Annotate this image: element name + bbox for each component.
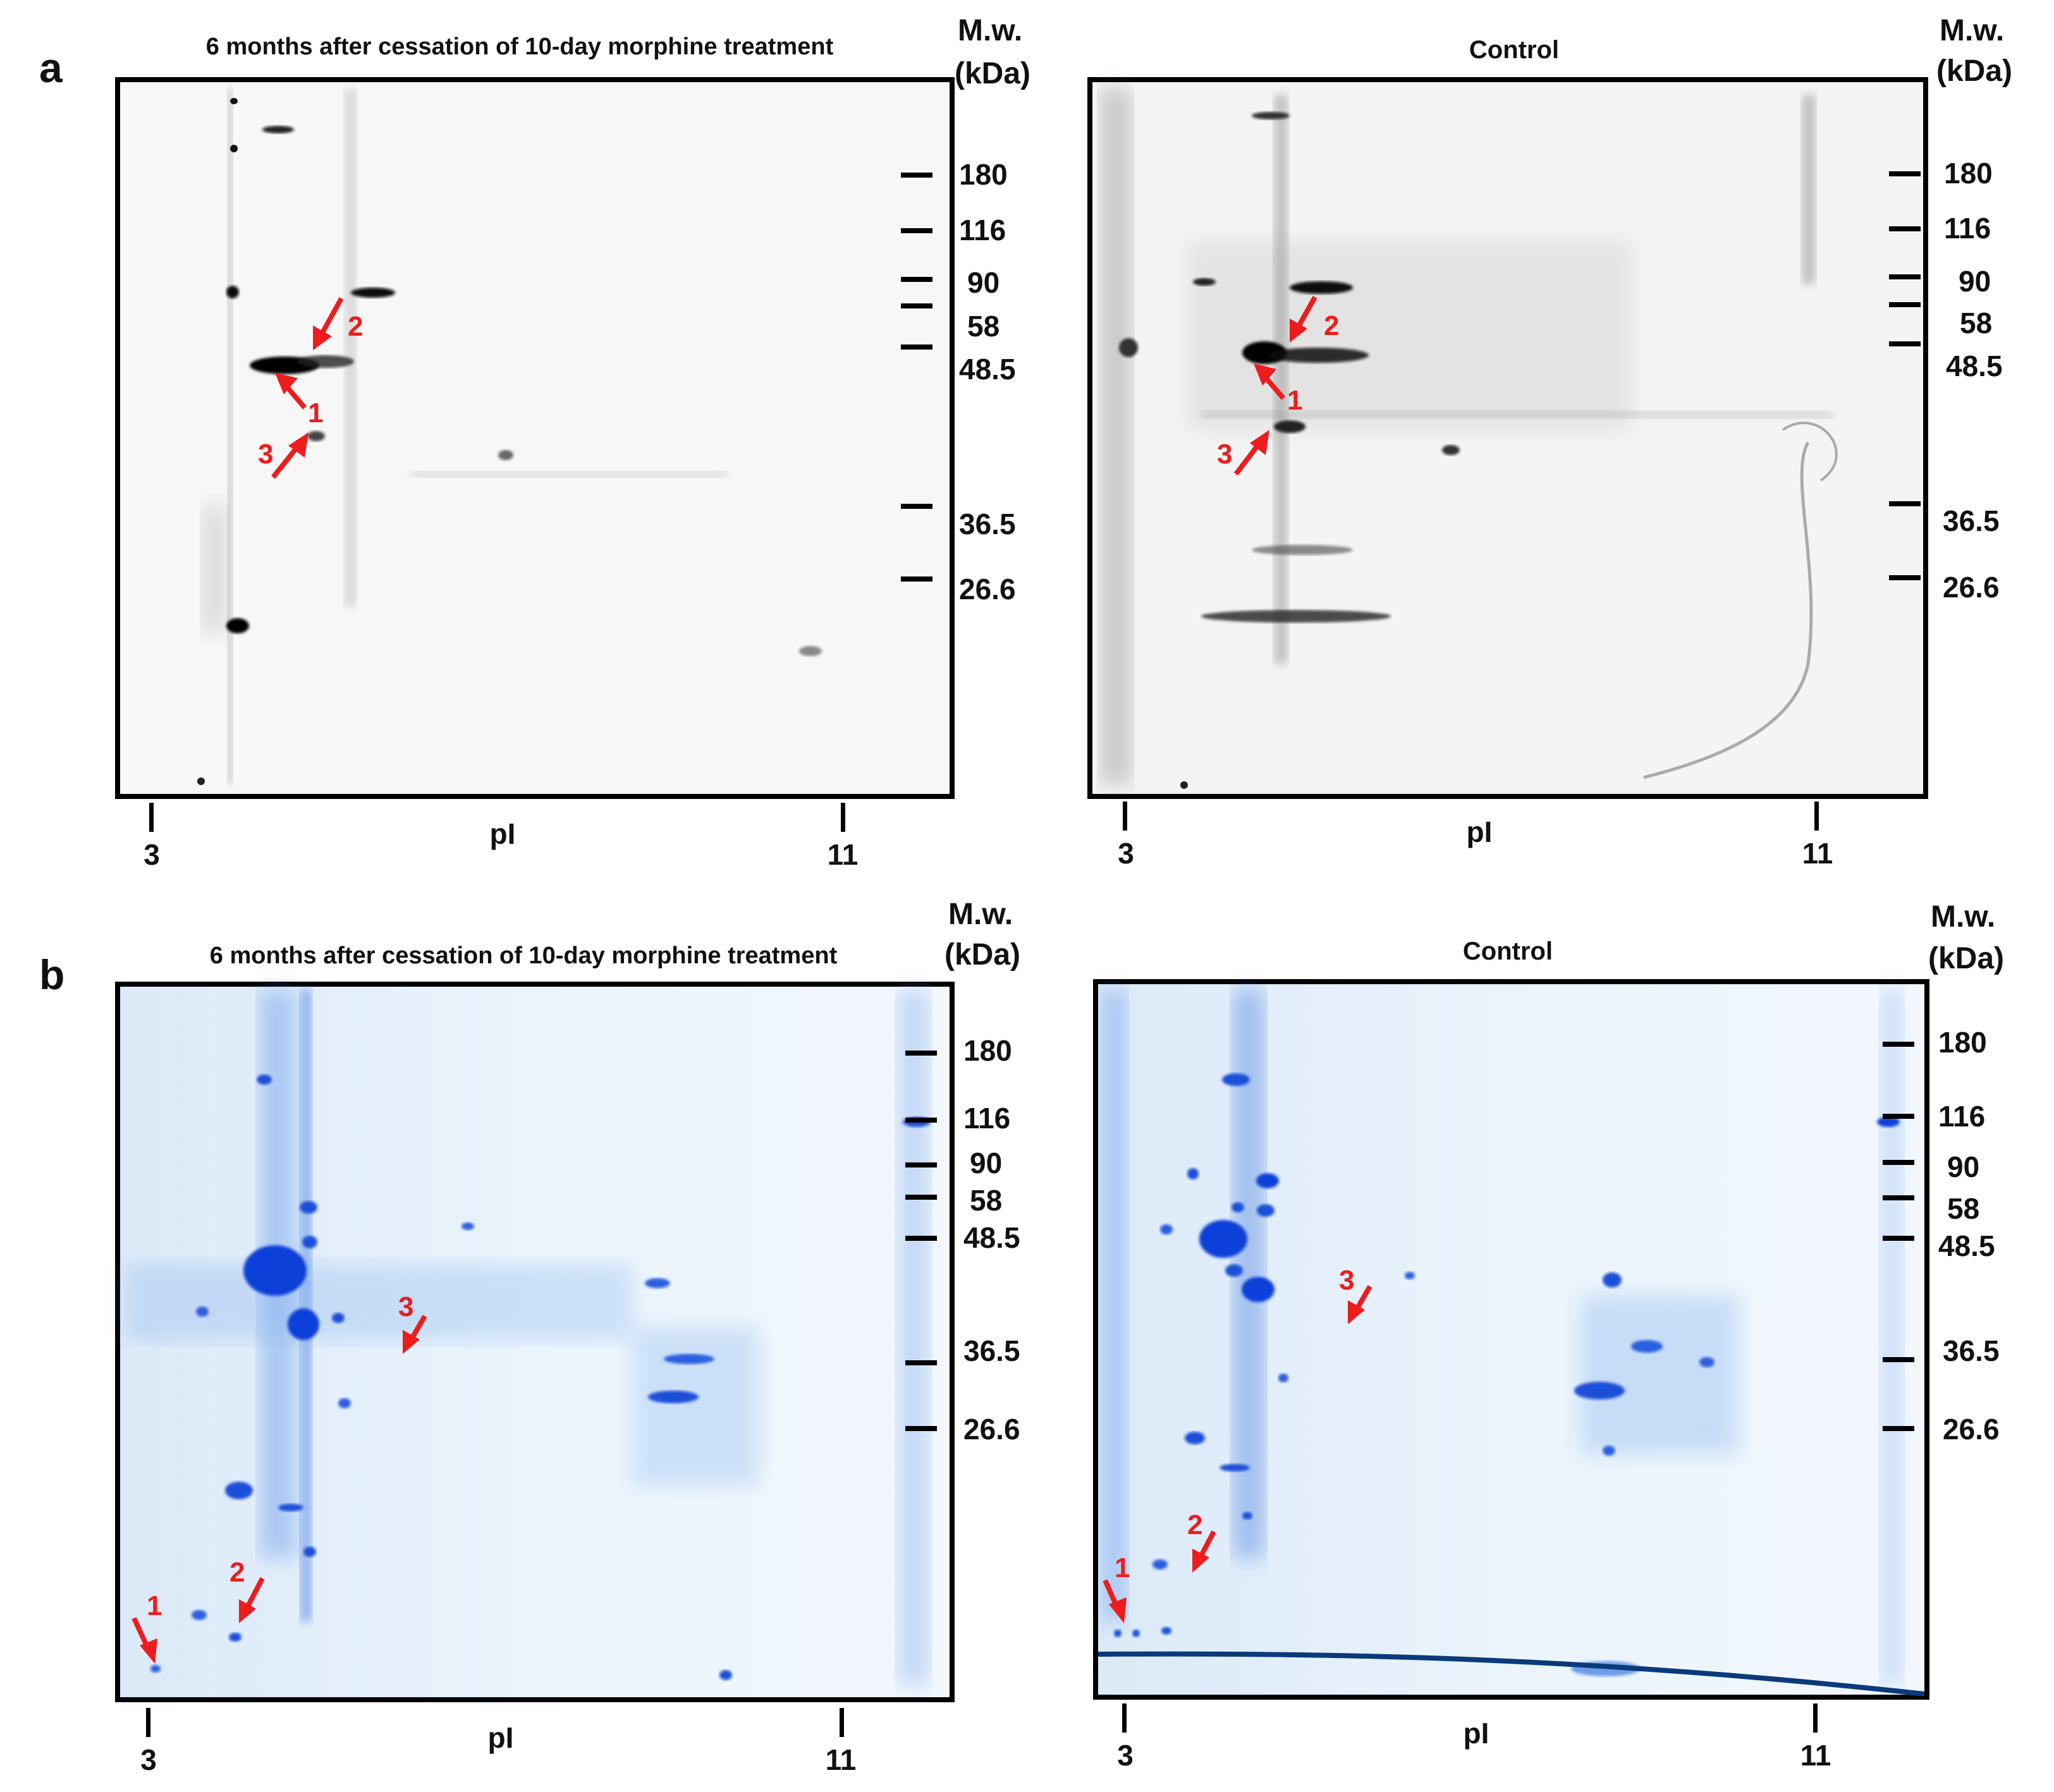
svg-text:26.6: 26.6 bbox=[1943, 571, 2000, 604]
svg-text:M.w.: M.w. bbox=[1940, 14, 2004, 47]
svg-text:26.6: 26.6 bbox=[959, 573, 1016, 606]
protein-spots bbox=[197, 88, 822, 785]
svg-text:90: 90 bbox=[1947, 1150, 1979, 1183]
protein-spots bbox=[126, 989, 931, 1685]
svg-text:48.5: 48.5 bbox=[959, 353, 1016, 386]
svg-text:36.5: 36.5 bbox=[1943, 504, 2000, 537]
red-arrows: 3 2 1 bbox=[131, 1291, 427, 1664]
svg-text:180: 180 bbox=[1944, 157, 1993, 190]
svg-text:116: 116 bbox=[959, 214, 1006, 247]
svg-text:36.5: 36.5 bbox=[959, 508, 1016, 540]
panel-letter-b: b bbox=[39, 951, 64, 998]
svg-text:116: 116 bbox=[963, 1102, 1010, 1135]
svg-text:1: 1 bbox=[308, 398, 323, 429]
svg-text:58: 58 bbox=[1947, 1192, 1979, 1225]
svg-text:11: 11 bbox=[826, 1743, 857, 1776]
mw-heading: M.w. (kDa) bbox=[1936, 14, 2012, 88]
svg-text:90: 90 bbox=[967, 266, 999, 299]
mw-heading: M.w. (kDa) bbox=[955, 14, 1030, 90]
gel-a-left: 6 months after cessation of 10-day morph… bbox=[115, 14, 1030, 871]
svg-text:36.5: 36.5 bbox=[1943, 1334, 2000, 1367]
svg-text:pI: pI bbox=[1464, 1717, 1489, 1750]
svg-text:2: 2 bbox=[1187, 1509, 1202, 1540]
protein-spots bbox=[1097, 989, 1925, 1697]
svg-text:58: 58 bbox=[967, 310, 999, 343]
svg-text:3: 3 bbox=[144, 838, 160, 871]
svg-text:3: 3 bbox=[140, 1743, 157, 1776]
gel-title: Control bbox=[1463, 937, 1553, 965]
svg-text:pI: pI bbox=[1467, 815, 1493, 848]
protein-spots bbox=[1100, 88, 1838, 789]
gel-a-right: Control M.w. (kDa) bbox=[1087, 14, 2012, 870]
svg-text:180: 180 bbox=[1938, 1026, 1987, 1059]
gel-b-left: 6 months after cessation of 10-day morph… bbox=[115, 898, 1020, 1776]
svg-text:180: 180 bbox=[963, 1034, 1012, 1067]
pi-axis: 3 pI 11 bbox=[1118, 802, 1833, 870]
svg-text:90: 90 bbox=[970, 1147, 1002, 1179]
svg-text:2: 2 bbox=[229, 1557, 245, 1588]
gel-title: Control bbox=[1469, 36, 1559, 64]
svg-text:(kDa): (kDa) bbox=[944, 938, 1020, 972]
svg-text:1: 1 bbox=[1287, 385, 1302, 416]
red-arrows: 3 2 1 bbox=[1103, 1265, 1372, 1623]
svg-text:116: 116 bbox=[1938, 1100, 1985, 1133]
svg-text:26.6: 26.6 bbox=[963, 1413, 1020, 1446]
svg-text:180: 180 bbox=[959, 158, 1008, 191]
red-arrows: 2 1 3 bbox=[1217, 296, 1339, 476]
svg-text:90: 90 bbox=[1959, 265, 1991, 298]
svg-text:(kDa): (kDa) bbox=[1936, 54, 2012, 88]
gel-b-right: Control bbox=[1093, 900, 2004, 1772]
svg-text:3: 3 bbox=[258, 439, 273, 470]
svg-text:2: 2 bbox=[1324, 310, 1339, 341]
svg-text:M.w.: M.w. bbox=[958, 14, 1022, 47]
svg-text:11: 11 bbox=[1800, 1739, 1831, 1772]
mw-heading: M.w. (kDa) bbox=[1928, 900, 2004, 975]
svg-text:2: 2 bbox=[348, 311, 363, 342]
svg-text:1: 1 bbox=[1115, 1552, 1130, 1583]
svg-text:58: 58 bbox=[970, 1184, 1002, 1217]
mw-markers: 180 116 90 58 48.5 36.5 26.6 bbox=[1883, 1026, 2000, 1446]
gel-image bbox=[1087, 77, 1928, 799]
svg-text:3: 3 bbox=[1118, 837, 1134, 870]
mw-markers: 180 116 90 58 48.5 36.5 26.6 bbox=[1889, 157, 2003, 604]
mw-markers: 180 116 90 58 48.5 36.5 26.6 bbox=[901, 158, 1016, 606]
svg-text:36.5: 36.5 bbox=[963, 1334, 1020, 1367]
svg-text:11: 11 bbox=[828, 838, 859, 871]
svg-text:pI: pI bbox=[488, 1721, 514, 1754]
svg-text:11: 11 bbox=[1802, 837, 1833, 870]
svg-text:3: 3 bbox=[1339, 1265, 1354, 1296]
svg-text:26.6: 26.6 bbox=[1943, 1413, 2000, 1446]
svg-text:48.5: 48.5 bbox=[1938, 1229, 1995, 1262]
svg-text:116: 116 bbox=[1944, 212, 1991, 245]
svg-text:58: 58 bbox=[1960, 307, 1992, 339]
svg-text:M.w.: M.w. bbox=[1931, 900, 1995, 934]
mw-markers: 180 116 90 58 48.5 36.5 26.6 bbox=[905, 1034, 1020, 1446]
pi-axis: 3 pI 11 bbox=[1117, 1704, 1831, 1772]
gel-title: 6 months after cessation of 10-day morph… bbox=[206, 34, 834, 60]
svg-text:pI: pI bbox=[490, 817, 516, 850]
svg-text:(kDa): (kDa) bbox=[955, 57, 1030, 90]
svg-text:M.w.: M.w. bbox=[948, 898, 1013, 931]
mw-heading: M.w. (kDa) bbox=[944, 898, 1020, 972]
svg-text:48.5: 48.5 bbox=[1946, 350, 2003, 382]
red-arrows: 2 1 3 bbox=[258, 297, 363, 479]
gel-image bbox=[1093, 979, 1929, 1700]
svg-text:3: 3 bbox=[1117, 1739, 1134, 1772]
panel-letter-a: a bbox=[39, 44, 63, 91]
svg-text:3: 3 bbox=[398, 1291, 413, 1322]
gel-image bbox=[115, 77, 955, 799]
gel-image bbox=[115, 982, 955, 1702]
gel-title: 6 months after cessation of 10-day morph… bbox=[210, 942, 838, 969]
pi-axis: 3 pI 11 bbox=[144, 803, 858, 871]
svg-text:(kDa): (kDa) bbox=[1928, 942, 2004, 975]
svg-text:3: 3 bbox=[1217, 439, 1232, 470]
pi-axis: 3 pI 11 bbox=[140, 1708, 856, 1776]
svg-text:48.5: 48.5 bbox=[963, 1221, 1020, 1254]
svg-text:1: 1 bbox=[147, 1590, 162, 1621]
